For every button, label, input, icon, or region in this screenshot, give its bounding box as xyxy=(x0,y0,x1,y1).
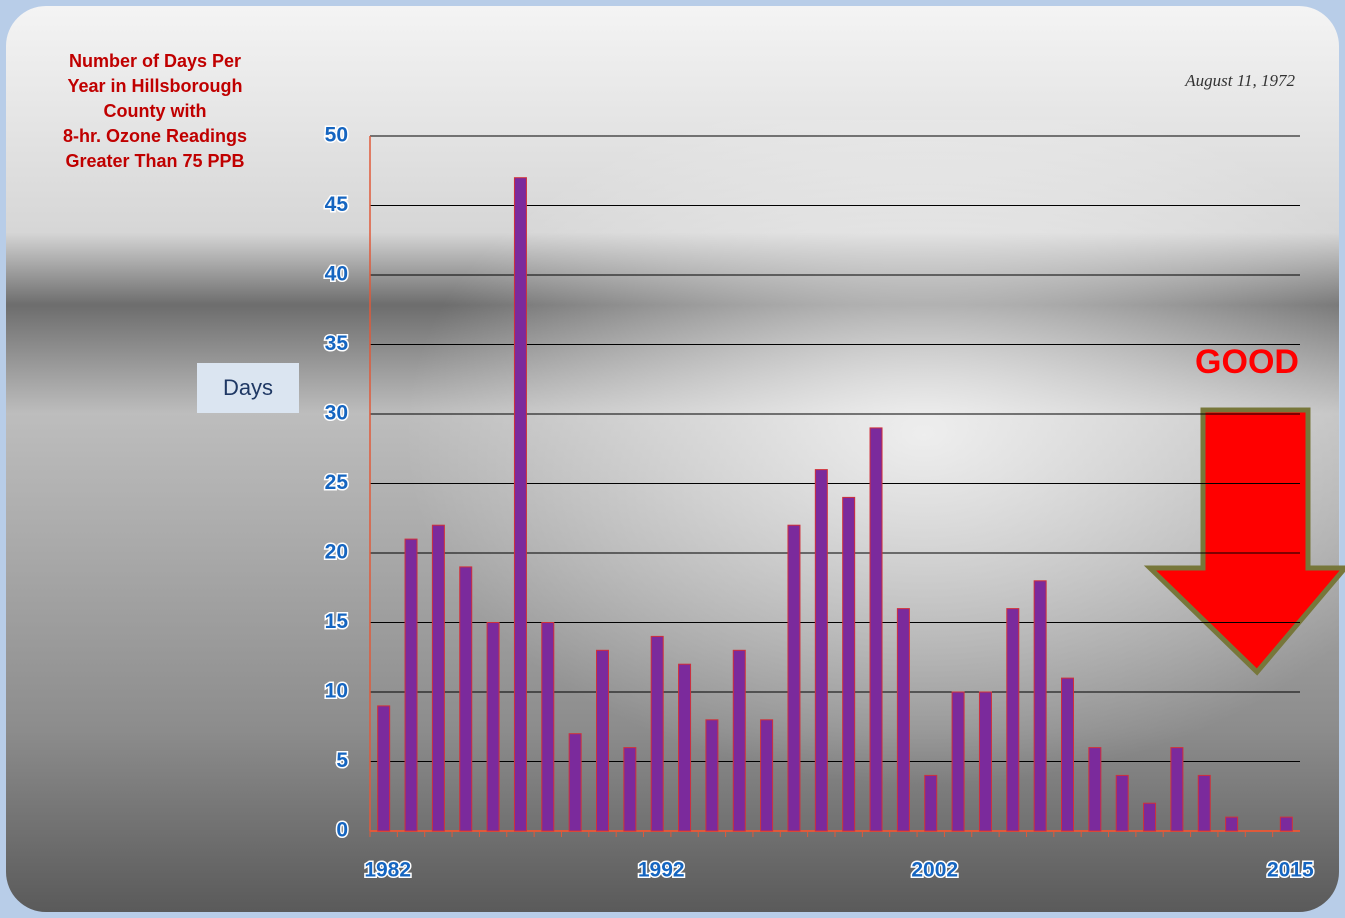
y-tick-label: 30 xyxy=(325,402,348,425)
bar xyxy=(951,691,965,832)
bar xyxy=(623,747,637,832)
y-tick-label: 10 xyxy=(325,680,348,703)
chart-title: Year in Hillsborough xyxy=(67,76,242,96)
y-axis-label: Days xyxy=(223,375,273,400)
chart-title: 8-hr. Ozone Readings xyxy=(63,126,247,146)
bar xyxy=(705,719,719,832)
bar xyxy=(896,608,910,832)
bar xyxy=(513,177,527,832)
bar xyxy=(596,649,609,832)
y-tick-label: 50 xyxy=(325,124,348,147)
bar xyxy=(1197,774,1211,832)
bar xyxy=(842,496,856,832)
y-tick-label: 45 xyxy=(325,193,349,216)
y-tick-label: 15 xyxy=(325,610,349,633)
bar xyxy=(1143,802,1157,832)
y-tick-label: 20 xyxy=(325,541,348,564)
bar xyxy=(760,719,774,832)
annotation: GOOD xyxy=(1195,343,1299,381)
bar xyxy=(1088,747,1102,832)
y-label-box xyxy=(197,363,299,413)
bar xyxy=(1225,816,1239,832)
bar xyxy=(1279,816,1293,832)
y-tick-label: 40 xyxy=(325,263,348,286)
bar xyxy=(1061,677,1074,832)
down-arrow xyxy=(1143,407,1345,676)
bar xyxy=(814,469,828,832)
bar xyxy=(486,622,500,832)
bar xyxy=(1170,747,1184,832)
photo-caption: August 11, 1972 xyxy=(1184,71,1295,90)
y-tick-label: 5 xyxy=(336,749,348,772)
bar xyxy=(678,663,692,832)
bar xyxy=(459,566,473,832)
bar xyxy=(787,524,801,832)
bar xyxy=(431,524,445,832)
bar xyxy=(1033,580,1047,832)
bar xyxy=(377,705,391,832)
bar xyxy=(924,774,938,832)
bar xyxy=(732,649,746,832)
bar xyxy=(1115,774,1129,832)
x-tick-label: 1992 xyxy=(638,859,685,882)
bar xyxy=(404,538,418,832)
x-tick-label: 1982 xyxy=(364,859,411,882)
y-tick-label: 35 xyxy=(325,332,349,355)
y-tick-label: 25 xyxy=(325,471,349,494)
y-tick-label: 0 xyxy=(336,819,348,842)
bar xyxy=(869,427,883,832)
bar xyxy=(541,622,555,832)
x-tick-label: 2015 xyxy=(1267,859,1314,882)
chart-title: County with xyxy=(104,101,207,121)
bar xyxy=(650,635,664,832)
chart-title: Number of Days Per xyxy=(69,51,241,71)
x-tick-label: 2002 xyxy=(911,859,958,882)
bar xyxy=(978,691,992,832)
chart-title: Greater Than 75 PPB xyxy=(65,151,244,171)
bar xyxy=(568,733,582,832)
bar xyxy=(1006,608,1020,832)
